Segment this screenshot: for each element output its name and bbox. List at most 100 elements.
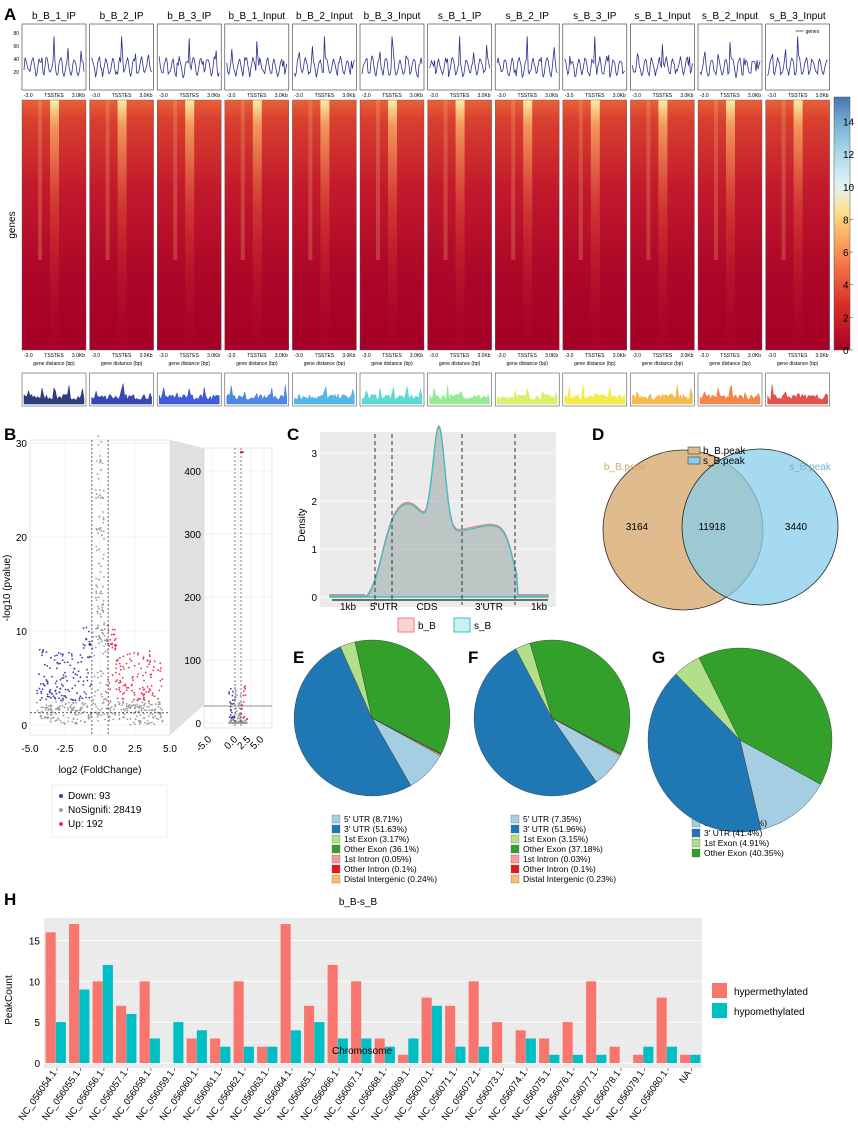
volcano-point bbox=[97, 435, 100, 438]
density-segment-lines bbox=[374, 434, 516, 605]
volcano-point bbox=[81, 706, 84, 709]
volcano-point bbox=[68, 690, 71, 693]
heatmap-xtick: -3.0 bbox=[92, 353, 101, 359]
volcano-point bbox=[96, 715, 99, 718]
volcano-point bbox=[146, 705, 149, 708]
volcano-point bbox=[139, 720, 142, 723]
volcano-point bbox=[83, 691, 86, 693]
volcano-point bbox=[39, 699, 42, 701]
zoom-point bbox=[238, 702, 240, 705]
heatmap-center-band bbox=[793, 100, 803, 350]
volcano-point bbox=[60, 653, 62, 655]
profile-ytick: 20 bbox=[13, 70, 19, 76]
volcano-point bbox=[159, 712, 162, 715]
volcano-point bbox=[59, 662, 61, 665]
volcano-point bbox=[70, 710, 72, 713]
heatmap-xtick: -3.0 bbox=[294, 353, 303, 359]
venn-right-label: s_B.peak bbox=[789, 462, 832, 473]
volcano-point bbox=[144, 671, 147, 674]
pie-legend-swatch bbox=[691, 848, 701, 858]
heatmap-xtick: -3.0 bbox=[700, 353, 709, 359]
volcano-point bbox=[77, 680, 80, 683]
zoom-point bbox=[228, 716, 231, 719]
volcano-point bbox=[74, 722, 76, 725]
volcano-point bbox=[54, 655, 56, 657]
pie-slice bbox=[529, 639, 631, 755]
volcano-point bbox=[95, 627, 98, 630]
sample-title: s_B_3_Input bbox=[770, 11, 826, 22]
volcano-point bbox=[138, 722, 141, 725]
panel-h-barchart: b_B-s_B 051015NC_056054.1NC_056055.1NC_0… bbox=[4, 897, 808, 1123]
legend-swatch-b-b bbox=[397, 617, 415, 633]
volcano-point bbox=[49, 689, 52, 691]
volcano-point bbox=[133, 694, 136, 696]
volcano-point bbox=[142, 674, 144, 677]
heatmap-stripe bbox=[173, 100, 178, 260]
panel-c-density: 0 1 2 3 1kb 5'UTR CDS 3'UTR 1kb Density b_B s_B bbox=[297, 424, 556, 633]
volcano-point bbox=[48, 695, 51, 698]
volcano-point bbox=[97, 708, 99, 710]
legend-down: Down: 93 bbox=[68, 791, 111, 802]
zoom-point bbox=[228, 722, 230, 724]
volcano-point bbox=[144, 721, 146, 724]
pie-legend-label: 5' UTR (8.71%) bbox=[344, 814, 402, 824]
volcano-point bbox=[102, 599, 105, 602]
bar-hypomethylated-NC_056054.1 bbox=[55, 1022, 66, 1063]
pie-chart-e: 5' UTR (8.71%)3' UTR (51.63%)1st Exon (3… bbox=[293, 639, 451, 884]
volcano-point bbox=[100, 565, 102, 568]
volcano-point bbox=[63, 695, 65, 697]
volcano-point bbox=[116, 697, 119, 700]
profile-line bbox=[158, 38, 220, 79]
volcano-axes: 0 10 20 30 -5.0 -2.5 0.0 2.5 5.0 bbox=[16, 439, 178, 755]
bar-ytick: 0 bbox=[34, 1059, 40, 1070]
volcano-point bbox=[149, 689, 152, 691]
volcano-point bbox=[90, 713, 92, 716]
volcano-point bbox=[130, 683, 133, 686]
bar-hypomethylated-NC_056071.1 bbox=[455, 1046, 466, 1063]
volcano-point bbox=[115, 644, 118, 647]
volcano-point bbox=[58, 697, 60, 700]
volcano-point bbox=[151, 694, 154, 696]
pie-legend-swatch bbox=[510, 864, 520, 874]
heatmap-stripe bbox=[578, 100, 583, 260]
volcano-point bbox=[53, 696, 56, 699]
volcano-point bbox=[72, 676, 75, 679]
volcano-point bbox=[103, 490, 105, 492]
pie-legend-label: Distal Intergenic (0.23%) bbox=[523, 874, 616, 884]
volcano-point bbox=[99, 496, 102, 499]
volcano-point bbox=[95, 489, 97, 491]
volcano-point bbox=[78, 699, 81, 701]
volcano-point bbox=[154, 715, 156, 718]
volcano-point bbox=[71, 655, 73, 657]
zoom-point bbox=[238, 721, 240, 724]
volcano-point bbox=[111, 712, 114, 715]
volcano-point bbox=[139, 714, 142, 716]
zoom-point bbox=[243, 690, 245, 693]
zoom-point bbox=[239, 717, 241, 720]
profile-ytick: 60 bbox=[13, 44, 19, 50]
volcano-point bbox=[64, 671, 66, 674]
profile-xtick: TSSTES bbox=[44, 93, 64, 99]
volcano-point bbox=[98, 489, 101, 491]
heatmap-xlabel: gene distance (bp) bbox=[574, 361, 616, 367]
volcano-point bbox=[141, 701, 144, 704]
volcano-point bbox=[101, 695, 104, 698]
volcano-point bbox=[97, 477, 100, 480]
volcano-point bbox=[138, 687, 141, 690]
zoom-point bbox=[239, 712, 241, 715]
profile-xtick: TSSTES bbox=[720, 93, 740, 99]
volcano-point bbox=[72, 707, 74, 710]
venn-legend-b: b_B.peak bbox=[703, 446, 746, 457]
volcano-point bbox=[45, 704, 48, 707]
heatmap-frame bbox=[630, 99, 695, 351]
volcano-point bbox=[86, 705, 88, 707]
volcano-point bbox=[98, 562, 100, 565]
pie-legend-swatch bbox=[510, 844, 520, 854]
zoom-ytick: 0 bbox=[195, 719, 201, 730]
volcano-ylabel: -log10 (pvalue) bbox=[2, 555, 13, 622]
pie-legend-label: 1st Exon (3.17%) bbox=[344, 834, 409, 844]
volcano-point bbox=[95, 493, 98, 496]
volcano-point bbox=[77, 713, 80, 716]
heatmap-stripe bbox=[646, 100, 651, 260]
legend-nosig: NoSignifi: 28419 bbox=[68, 805, 142, 816]
